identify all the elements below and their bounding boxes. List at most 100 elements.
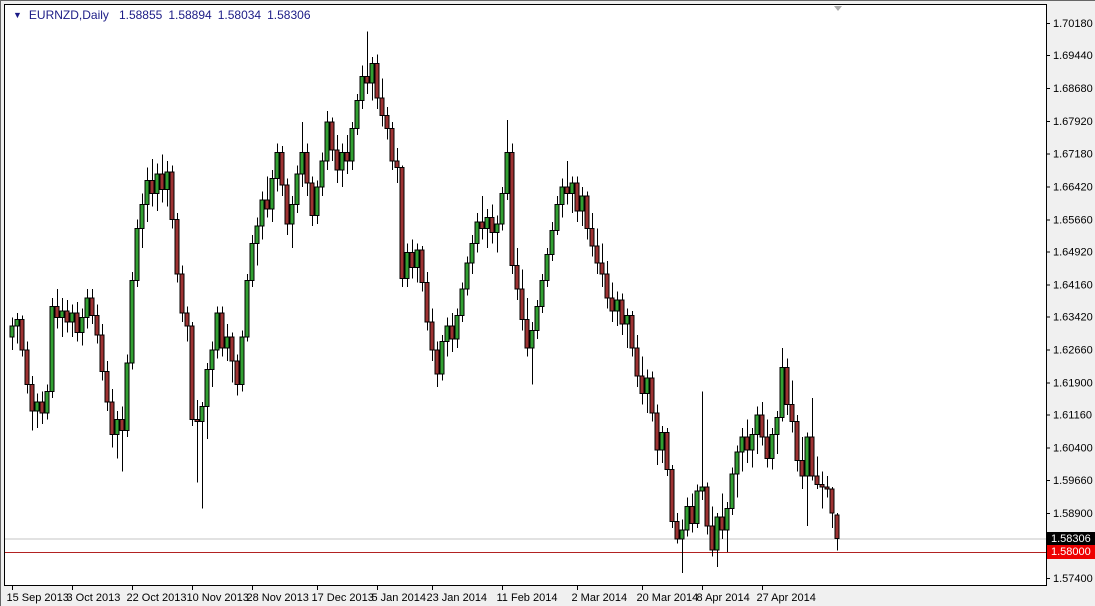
- candle-body: [529, 329, 535, 349]
- candle-body: [434, 349, 440, 375]
- candle-body: [684, 505, 690, 531]
- candle-body: [749, 434, 755, 451]
- candle-body: [49, 306, 55, 392]
- candle-body: [619, 299, 625, 325]
- candle-body: [769, 434, 775, 460]
- candle-body: [614, 299, 620, 312]
- candle-body: [714, 516, 720, 551]
- chart-plot-area[interactable]: [4, 4, 1047, 586]
- candle-body: [544, 253, 550, 282]
- candle-body: [114, 418, 120, 436]
- candle-body: [469, 243, 475, 264]
- candle-body: [264, 199, 270, 210]
- candle-body: [759, 414, 765, 438]
- candle-body: [374, 62, 380, 99]
- candle-body: [79, 316, 85, 334]
- candle-body: [254, 225, 260, 245]
- candle-body: [474, 221, 480, 245]
- candle-body: [579, 195, 585, 212]
- candle-body: [824, 486, 830, 490]
- candle-body: [54, 306, 60, 318]
- price-axis-label: 1.67920: [1053, 116, 1093, 128]
- candle-body: [229, 336, 235, 362]
- price-axis-label: 1.61900: [1053, 378, 1093, 390]
- candle-body: [159, 173, 165, 190]
- candle-body: [394, 160, 400, 169]
- candle-body: [574, 182, 580, 212]
- candle-body: [309, 182, 315, 216]
- candle-body: [649, 377, 655, 414]
- candle-body: [454, 314, 460, 340]
- time-axis-label: 22 Oct 2013: [127, 592, 187, 604]
- line-price-badge: 1.58000: [1047, 544, 1095, 559]
- candle-body: [809, 436, 815, 477]
- price-axis-label: 1.61160: [1053, 410, 1092, 422]
- candle-body: [124, 362, 130, 431]
- candle-body: [829, 488, 835, 514]
- candle-body: [24, 349, 30, 386]
- candle-body: [64, 310, 70, 323]
- candle-body: [819, 484, 825, 488]
- candle-body: [34, 401, 40, 412]
- candle-body: [509, 151, 515, 266]
- candle-body: [299, 151, 305, 175]
- candle-body: [709, 525, 715, 551]
- candle-body: [319, 160, 325, 188]
- candle-body: [439, 340, 445, 375]
- candle-body: [184, 312, 190, 327]
- candle-body: [624, 314, 630, 325]
- price-axis-label: 1.66420: [1053, 181, 1093, 193]
- candle-body: [279, 151, 285, 186]
- candle-body: [399, 167, 405, 279]
- candle-body: [484, 217, 490, 229]
- candle-body: [304, 151, 310, 184]
- candle-body: [274, 151, 280, 179]
- price-axis-label: 1.69440: [1053, 50, 1093, 62]
- candle-body: [424, 282, 430, 323]
- price-axis-label: 1.70180: [1053, 18, 1093, 30]
- candle-body: [99, 334, 105, 373]
- time-axis-label: 15 Sep 2013: [7, 592, 69, 604]
- candle-body: [379, 97, 385, 116]
- candle-body: [569, 182, 575, 195]
- candle-body: [169, 171, 175, 221]
- price-axis-label: 1.67180: [1053, 148, 1093, 160]
- candle-body: [519, 288, 525, 321]
- time-axis-label: 2 Mar 2014: [572, 592, 628, 604]
- time-axis-label: 11 Feb 2014: [497, 592, 558, 604]
- candle-body: [29, 384, 35, 412]
- symbol-dropdown-icon[interactable]: ▼: [13, 10, 22, 20]
- candle-body: [179, 273, 185, 314]
- candle-body: [634, 347, 640, 377]
- time-axis-label: 5 Jan 2014: [372, 592, 426, 604]
- price-axis-label: 1.65660: [1053, 214, 1093, 226]
- candle-body: [354, 99, 360, 130]
- candle-body: [679, 529, 685, 540]
- candle-body: [144, 180, 150, 206]
- candle-body: [9, 325, 15, 338]
- time-axis-strip[interactable]: [1, 586, 1095, 606]
- candle-body: [644, 377, 650, 394]
- symbol-timeframe-label: EURNZD,Daily: [28, 8, 109, 22]
- candle-body: [104, 371, 110, 403]
- time-axis-label: 3 Oct 2013: [67, 592, 121, 604]
- chart-shift-marker[interactable]: [834, 6, 842, 11]
- candle-body: [539, 280, 545, 308]
- candle-body: [294, 173, 300, 206]
- candle-body: [119, 418, 125, 431]
- time-axis-label: 23 Jan 2014: [427, 592, 488, 604]
- price-axis-label: 1.68680: [1053, 83, 1093, 95]
- price-axis-strip[interactable]: [1047, 1, 1095, 606]
- candle-body: [39, 401, 45, 414]
- candle-body: [389, 128, 395, 162]
- candle-body: [559, 186, 565, 206]
- candle-body: [789, 403, 795, 423]
- candle-body: [589, 227, 595, 247]
- candle-body: [429, 321, 435, 351]
- price-axis-label: 1.63420: [1053, 312, 1093, 324]
- time-axis-label: 10 Nov 2013: [187, 592, 249, 604]
- candle-body: [194, 418, 200, 423]
- candle-body: [14, 319, 20, 327]
